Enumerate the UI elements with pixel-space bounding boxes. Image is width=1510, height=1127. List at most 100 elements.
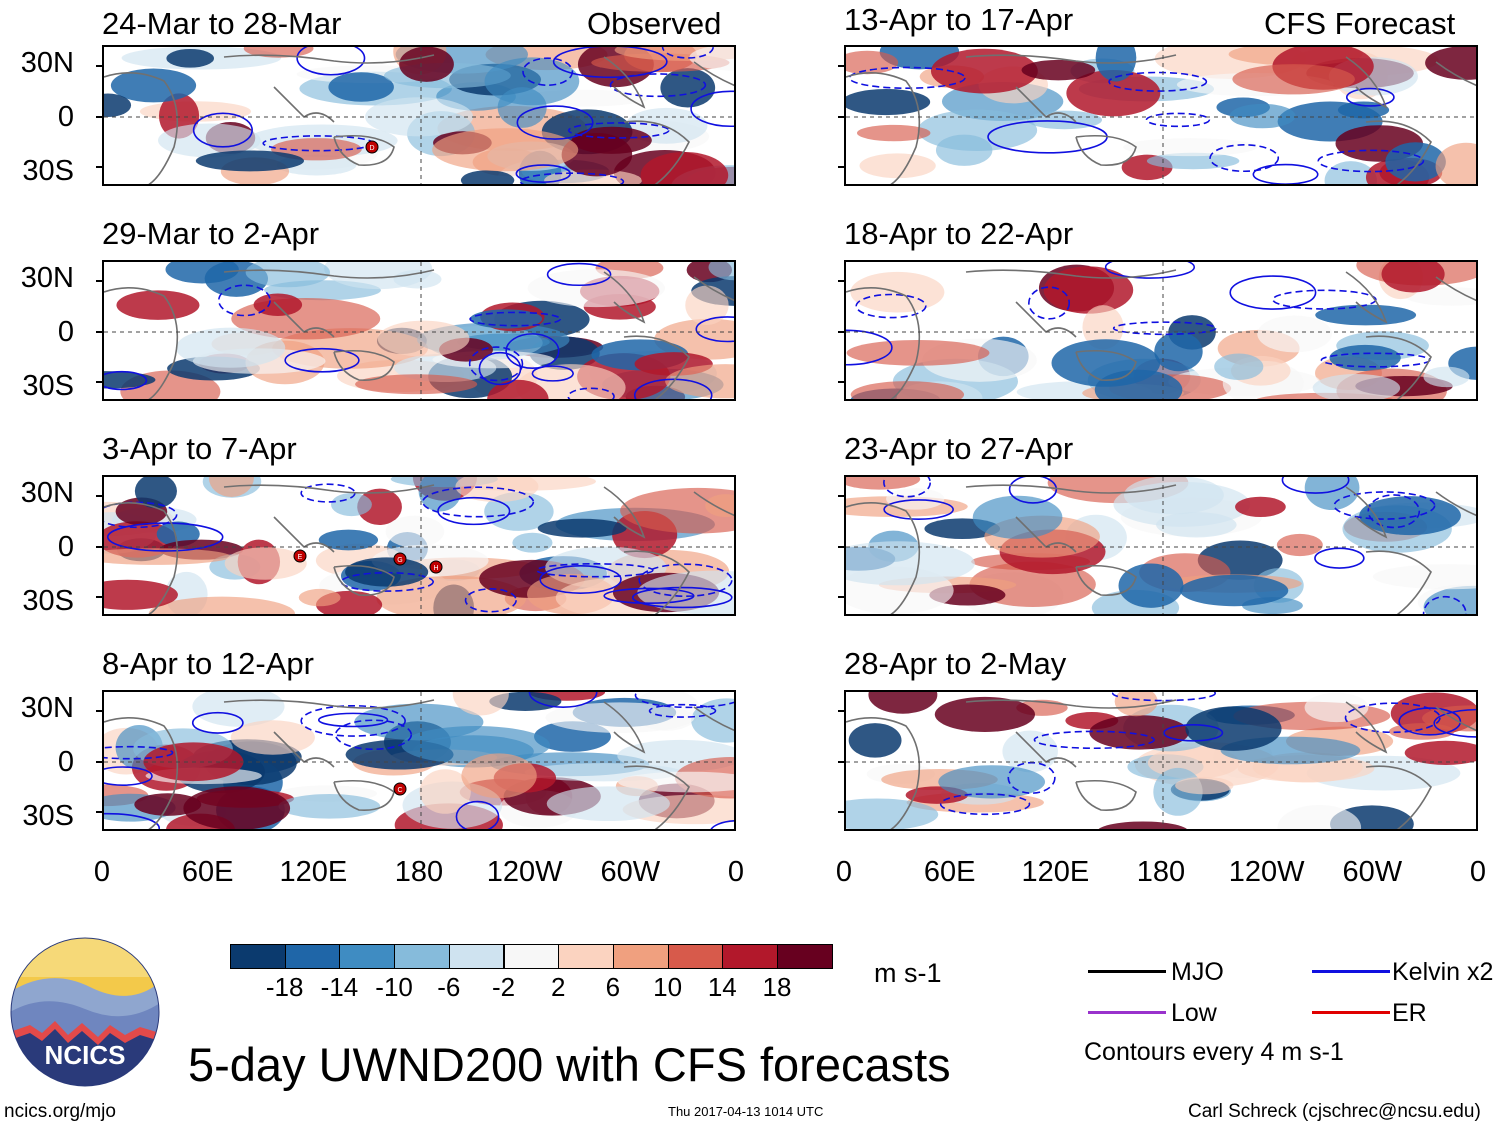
colorbar-swatch bbox=[612, 944, 669, 969]
storm-label: D bbox=[369, 145, 374, 152]
wind-anomaly-map: E G H bbox=[104, 477, 734, 614]
observed-panel-title: 8-Apr to 12-Apr bbox=[102, 646, 314, 681]
storm-marker: D bbox=[365, 140, 379, 154]
footer-credit: Carl Schreck (cjschrec@ncsu.edu) bbox=[1188, 1101, 1481, 1122]
observed-panel-title: 24-Mar to 28-Mar bbox=[102, 6, 342, 41]
y-tick bbox=[838, 64, 844, 67]
mjo-legend-label: MJO bbox=[1171, 958, 1224, 986]
colorbar-tick-label: -10 bbox=[375, 972, 413, 1002]
colorbar-tick-label: -6 bbox=[437, 972, 461, 1002]
observed-panel-title: 29-Mar to 2-Apr bbox=[102, 216, 320, 251]
y-axis-label: 30N bbox=[20, 477, 74, 509]
wind-anomaly-map: D bbox=[104, 47, 734, 184]
y-tick bbox=[838, 596, 844, 599]
colorbar-swatch bbox=[284, 944, 341, 969]
x-axis-label: 120W bbox=[486, 856, 563, 888]
y-tick bbox=[96, 330, 102, 333]
x-axis-label: 0 bbox=[1469, 856, 1487, 888]
y-axis-label: 30S bbox=[22, 370, 74, 402]
y-tick bbox=[96, 166, 102, 169]
low-legend-line bbox=[1088, 1011, 1166, 1014]
x-axis-label: 60E bbox=[181, 856, 234, 888]
x-axis-label: 180 bbox=[394, 856, 444, 888]
y-tick bbox=[96, 115, 102, 118]
mjo-legend-line bbox=[1088, 970, 1166, 973]
cfs-forecast-label: CFS Forecast bbox=[1264, 6, 1456, 41]
y-tick bbox=[838, 545, 844, 548]
y-axis-label: 30S bbox=[22, 585, 74, 617]
y-tick bbox=[838, 811, 844, 814]
y-axis-label: 30N bbox=[20, 47, 74, 79]
colorbar-tick-label: 14 bbox=[707, 972, 737, 1002]
forecast-panel-title: 13-Apr to 17-Apr bbox=[844, 2, 1074, 37]
colorbar-tick-label: -14 bbox=[320, 972, 359, 1002]
forecast-panel-title: 23-Apr to 27-Apr bbox=[844, 431, 1074, 466]
observed-map-panel: E G H bbox=[102, 475, 736, 616]
y-tick bbox=[838, 115, 844, 118]
storm-marker: G bbox=[393, 552, 407, 566]
y-axis-label: 0 bbox=[57, 746, 74, 778]
wind-anomaly-map bbox=[104, 262, 734, 399]
y-tick bbox=[838, 494, 844, 497]
contour-note: Contours every 4 m s-1 bbox=[1084, 1038, 1344, 1066]
storm-label: E bbox=[298, 554, 303, 561]
y-tick bbox=[838, 709, 844, 712]
kelvin-legend-label: Kelvin x2 bbox=[1392, 958, 1494, 986]
y-tick bbox=[96, 709, 102, 712]
wind-anomaly-map bbox=[846, 692, 1476, 829]
x-axis-label: 120W bbox=[1228, 856, 1305, 888]
y-axis-label: 0 bbox=[57, 531, 74, 563]
colorbar-swatch bbox=[503, 944, 560, 969]
x-axis-label: 60W bbox=[600, 856, 661, 888]
logo-text: NCICS bbox=[45, 1040, 126, 1070]
y-tick bbox=[838, 279, 844, 282]
colorbar-tick-label: -18 bbox=[265, 972, 304, 1002]
wind-anomaly-map bbox=[846, 262, 1476, 399]
y-tick bbox=[96, 381, 102, 384]
footer-url[interactable]: ncics.org/mjo bbox=[4, 1101, 116, 1122]
y-tick bbox=[96, 811, 102, 814]
colorbar-tick-label: 2 bbox=[550, 972, 566, 1002]
y-tick bbox=[96, 279, 102, 282]
colorbar-unit: m s-1 bbox=[874, 958, 942, 988]
forecast-map-panel bbox=[844, 45, 1478, 186]
y-axis-label: 30N bbox=[20, 262, 74, 294]
forecast-panel-title: 18-Apr to 22-Apr bbox=[844, 216, 1074, 251]
er-legend-line bbox=[1312, 1011, 1390, 1014]
forecast-map-panel bbox=[844, 475, 1478, 616]
colorbar-swatch bbox=[230, 944, 286, 969]
colorbar-tick-label: 10 bbox=[653, 972, 683, 1002]
main-title: 5-day UWND200 with CFS forecasts bbox=[188, 1038, 951, 1091]
colorbar-swatch bbox=[777, 944, 833, 969]
x-axis-label: 120E bbox=[279, 856, 348, 888]
colorbar-tick-label: -2 bbox=[491, 972, 516, 1002]
storm-label: G bbox=[397, 557, 402, 564]
observed-label: Observed bbox=[587, 6, 722, 41]
y-axis-label: 30S bbox=[22, 800, 74, 832]
x-axis-label: 60E bbox=[923, 856, 976, 888]
colorbar-swatch bbox=[722, 944, 778, 969]
y-axis-label: 30N bbox=[20, 692, 74, 724]
storm-marker: C bbox=[393, 782, 407, 796]
wind-anomaly-map bbox=[846, 47, 1476, 184]
y-tick bbox=[96, 64, 102, 67]
observed-map-panel: C bbox=[102, 690, 736, 831]
er-legend-label: ER bbox=[1392, 999, 1427, 1027]
forecast-map-panel bbox=[844, 260, 1478, 401]
y-tick bbox=[838, 330, 844, 333]
x-axis-label: 0 bbox=[93, 856, 111, 888]
ncics-logo: NCICS bbox=[10, 937, 160, 1087]
colorbar-tick-label: 18 bbox=[762, 972, 792, 1002]
forecast-map-panel bbox=[844, 690, 1478, 831]
y-axis-label: 30S bbox=[22, 155, 74, 187]
observed-map-panel: D bbox=[102, 45, 736, 186]
wind-anomaly-map bbox=[846, 477, 1476, 614]
colorbar-swatch bbox=[448, 944, 505, 969]
y-tick bbox=[838, 166, 844, 169]
observed-panel-title: 3-Apr to 7-Apr bbox=[102, 431, 297, 466]
y-tick bbox=[838, 760, 844, 763]
x-axis-label: 0 bbox=[835, 856, 853, 888]
y-tick bbox=[96, 596, 102, 599]
y-tick bbox=[96, 494, 102, 497]
storm-marker: H bbox=[429, 560, 443, 574]
